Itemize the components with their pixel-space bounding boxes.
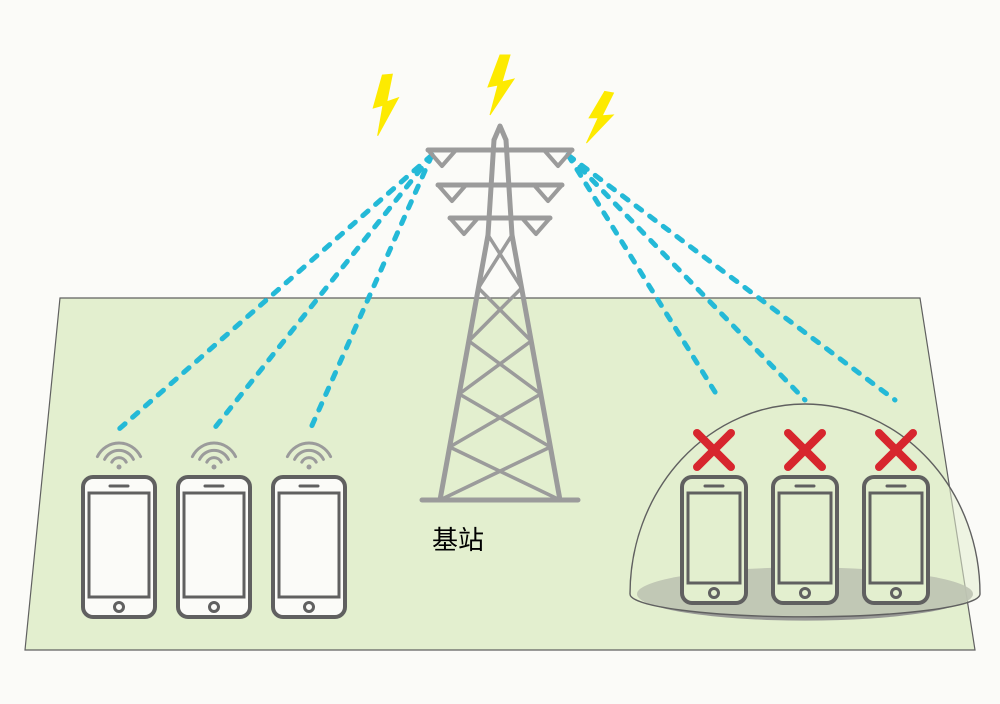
phone-icon [773, 477, 837, 603]
lightning-icon [370, 74, 401, 136]
tower-label: 基站 [432, 520, 484, 557]
lightning-icon [585, 90, 617, 147]
lightning-icon [488, 55, 514, 115]
lightning-bolts [370, 55, 617, 147]
phones-blocked [682, 477, 928, 603]
phone-icon [178, 477, 250, 617]
phone-icon [83, 477, 155, 617]
phone-icon [273, 477, 345, 617]
phone-icon [864, 477, 928, 603]
diagram-svg [0, 0, 1000, 704]
phone-icon [682, 477, 746, 603]
